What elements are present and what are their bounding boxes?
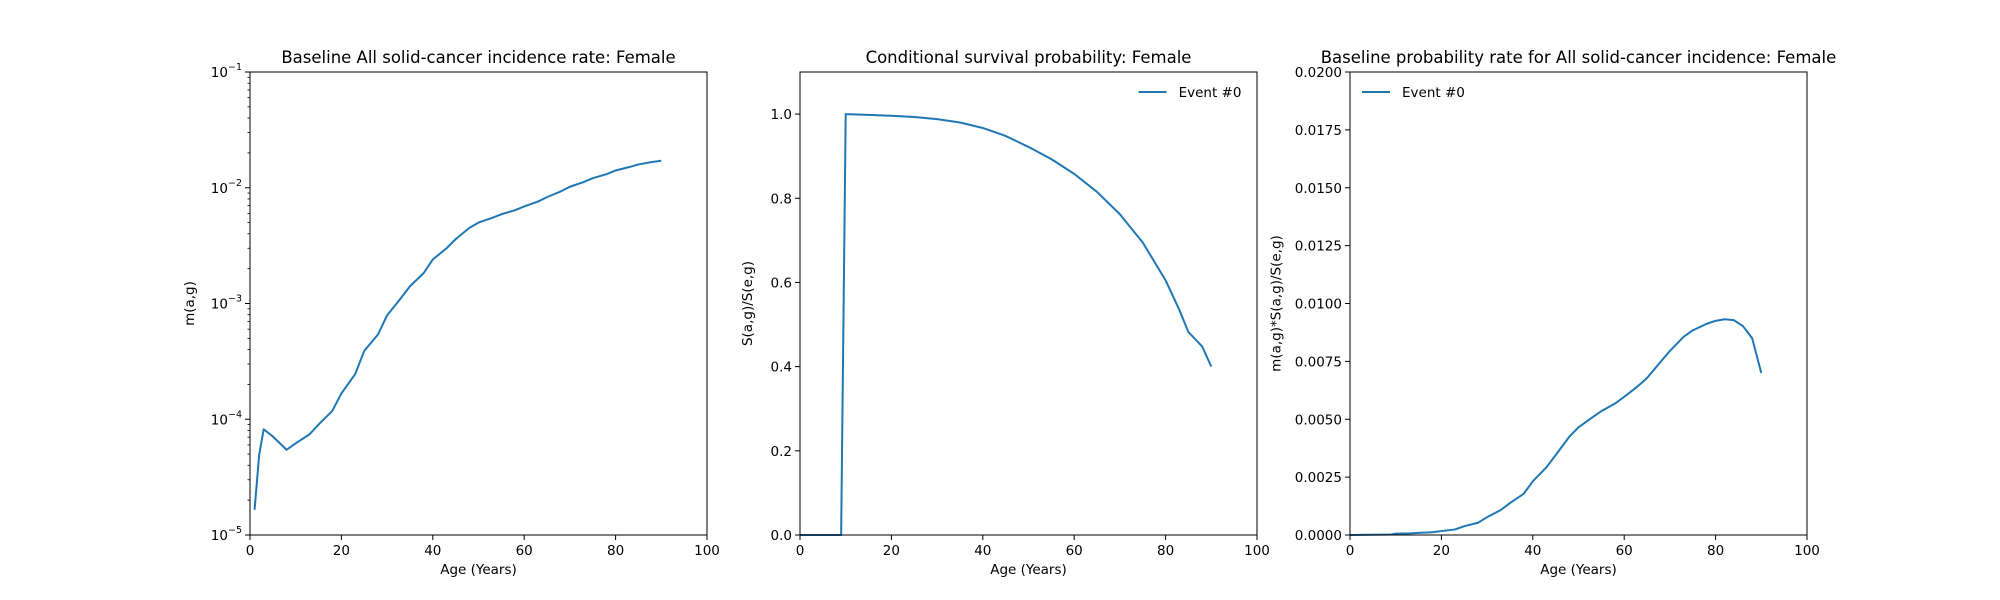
y-tick-label: 0.0100 bbox=[1295, 297, 1342, 313]
chart-title: Baseline All solid-cancer incidence rate… bbox=[281, 48, 675, 67]
y-tick-label: 0.0125 bbox=[1295, 239, 1342, 255]
chart-panel-incidence-rate: Baseline All solid-cancer incidence rate… bbox=[182, 48, 720, 578]
y-tick-label: 0.0175 bbox=[1295, 123, 1342, 139]
y-axis: 0.0000 0.0025 0.0050 0.0075 0.0100 0.0125 0.01… bbox=[1295, 65, 1350, 544]
y-tick-label: 0.0050 bbox=[1295, 412, 1342, 428]
x-tick-label: 0 bbox=[796, 543, 805, 559]
x-tick-label: 0 bbox=[246, 543, 255, 559]
x-axis-label: Age (Years) bbox=[440, 562, 517, 578]
x-tick-label: 80 bbox=[1707, 543, 1724, 559]
x-tick-label: 20 bbox=[1433, 543, 1450, 559]
y-tick-label: 0.0000 bbox=[1295, 528, 1342, 544]
plot-frame bbox=[1349, 71, 1808, 536]
plot-frame bbox=[249, 71, 708, 536]
chart-panel-probability-rate: Baseline probability rate for All solid-… bbox=[1268, 48, 1836, 578]
x-tick-label: 60 bbox=[516, 543, 533, 559]
legend-label: Event #0 bbox=[1402, 85, 1465, 101]
y-axis-label: m(a,g)*S(a,g)/S(e,g) bbox=[1268, 235, 1284, 372]
legend: Event #0 bbox=[1362, 85, 1465, 101]
x-tick-label: 40 bbox=[1524, 543, 1541, 559]
x-axis-label: Age (Years) bbox=[1540, 562, 1617, 578]
chart-panel-survival-probability: Conditional survival probability: Female… bbox=[740, 48, 1270, 578]
y-tick-label: 10−4 bbox=[211, 409, 242, 428]
y-axis: 0.0 0.2 0.4 0.6 0.8 1.0 bbox=[771, 107, 800, 544]
y-tick-label: 0.0025 bbox=[1295, 470, 1342, 486]
x-axis: 0 20 40 60 80 100 bbox=[796, 535, 1270, 559]
y-tick-label: 10−1 bbox=[211, 62, 242, 81]
legend: Event #0 bbox=[1138, 85, 1242, 101]
y-tick-label: 0.4 bbox=[771, 360, 792, 376]
y-tick-label: 10−5 bbox=[211, 525, 242, 544]
series-line bbox=[1349, 318, 1763, 536]
y-tick-label: 1.0 bbox=[771, 107, 792, 123]
series-line bbox=[800, 113, 1213, 536]
x-axis: 0 20 40 60 80 100 bbox=[1346, 535, 1820, 559]
y-tick-label: 0.6 bbox=[771, 275, 792, 291]
y-axis-label: m(a,g) bbox=[182, 281, 198, 326]
x-tick-label: 40 bbox=[424, 543, 441, 559]
y-tick-label: 0.0200 bbox=[1295, 65, 1342, 81]
y-tick-label: 10−3 bbox=[211, 294, 242, 313]
x-axis: 0 20 40 60 80 100 bbox=[246, 535, 720, 559]
x-tick-label: 80 bbox=[1157, 543, 1174, 559]
x-tick-label: 60 bbox=[1066, 543, 1083, 559]
x-tick-label: 60 bbox=[1616, 543, 1633, 559]
chart-title: Baseline probability rate for All solid-… bbox=[1321, 48, 1837, 67]
x-axis-label: Age (Years) bbox=[990, 562, 1067, 578]
x-tick-label: 0 bbox=[1346, 543, 1355, 559]
y-tick-label: 0.8 bbox=[771, 191, 792, 207]
x-tick-label: 20 bbox=[333, 543, 350, 559]
x-tick-label: 100 bbox=[1794, 543, 1820, 559]
y-axis: 10−1 10−2 10−3 10−4 10−5 bbox=[211, 62, 250, 544]
y-tick-label: 10−2 bbox=[211, 178, 242, 197]
y-tick-label: 0.0075 bbox=[1295, 354, 1342, 370]
x-tick-label: 100 bbox=[694, 543, 720, 559]
chart-title: Conditional survival probability: Female bbox=[866, 48, 1192, 67]
series-line bbox=[253, 159, 662, 510]
x-tick-label: 100 bbox=[1244, 543, 1270, 559]
y-tick-label: 0.0150 bbox=[1295, 181, 1342, 197]
y-tick-label: 0.0 bbox=[771, 528, 792, 544]
x-tick-label: 40 bbox=[974, 543, 991, 559]
x-tick-label: 20 bbox=[883, 543, 900, 559]
y-axis-label: S(a,g)/S(e,g) bbox=[740, 261, 756, 346]
legend-label: Event #0 bbox=[1179, 85, 1242, 101]
x-tick-label: 80 bbox=[607, 543, 624, 559]
plot-frame bbox=[799, 71, 1258, 536]
y-tick-label: 0.2 bbox=[771, 444, 792, 460]
